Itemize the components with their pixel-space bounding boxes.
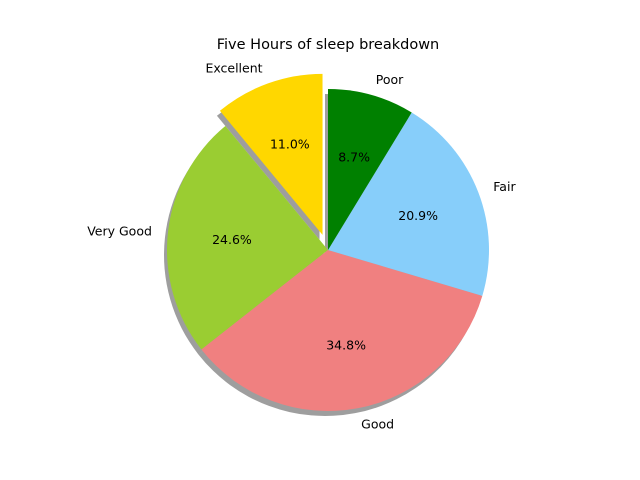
pie-label-good: Good bbox=[361, 416, 394, 431]
pie-label-excellent: Excellent bbox=[205, 61, 262, 76]
pie-slice-good bbox=[201, 250, 483, 412]
pie-pct-label-very-good: 24.6% bbox=[212, 232, 252, 247]
pie-slice-poor bbox=[328, 89, 412, 250]
pie-label-poor: Poor bbox=[376, 72, 404, 87]
pie-slice-fair bbox=[328, 112, 489, 296]
pie-pct-label-poor: 8.7% bbox=[338, 149, 370, 164]
pie-label-very-good: Very Good bbox=[87, 224, 152, 239]
pie-slice-very-good bbox=[167, 125, 328, 350]
chart-title: Five Hours of sleep breakdown bbox=[217, 37, 440, 53]
pie-pct-label-excellent: 11.0% bbox=[270, 136, 310, 151]
pie-pct-label-fair: 20.9% bbox=[398, 208, 438, 223]
pie-pct-label-good: 34.8% bbox=[326, 337, 366, 352]
pie-labels: Excellent 11.0% Very Good 24.6% Good 34.8% Fai… bbox=[87, 61, 516, 432]
pie-wedges bbox=[167, 73, 489, 412]
pie-slice-excellent bbox=[219, 73, 323, 235]
pie-label-fair: Fair bbox=[493, 179, 516, 194]
